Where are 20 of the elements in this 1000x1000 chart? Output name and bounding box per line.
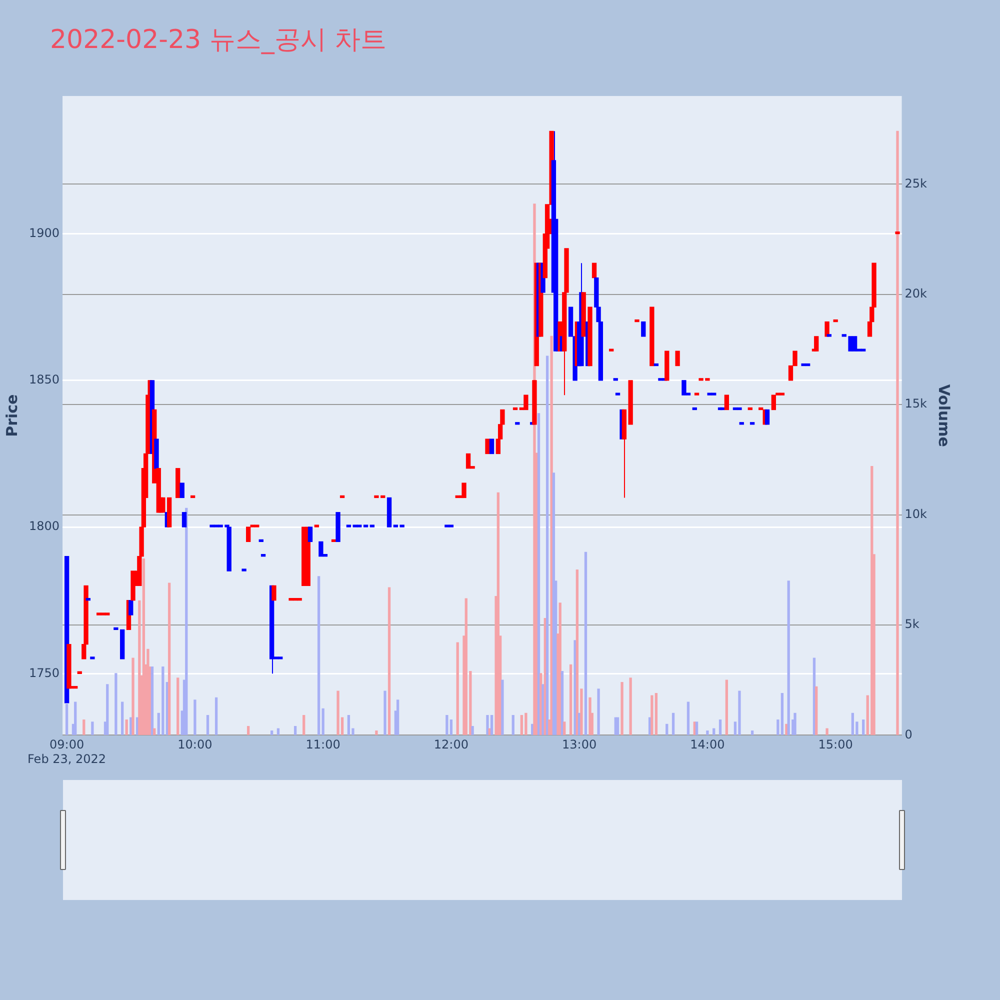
x-tick-label: 13:00: [562, 738, 597, 752]
y2-tick-label: 20k: [904, 286, 928, 300]
y-tick-label: 1850: [28, 372, 60, 387]
y2-tick-label: 25k: [904, 176, 928, 190]
y-tick-label: 1750: [28, 666, 60, 680]
y2-tick-label: 0: [904, 727, 912, 742]
y-axis-title: Price: [2, 394, 21, 437]
chart-title: 2022-02-23 뉴스_공시 차트: [50, 24, 387, 57]
y-tick-label: 1900: [28, 226, 60, 240]
x-tick-label: 15:00: [818, 738, 853, 752]
x-tick-label: 09:00 Feb 23, 2022: [28, 738, 106, 766]
x-tick-label: 11:00: [306, 738, 340, 752]
y-tick-label: 1800: [28, 519, 60, 534]
y2-axis-title: Volume: [935, 384, 954, 447]
y2-tick-label: 5k: [904, 617, 920, 632]
y2-tick-label: 10k: [904, 506, 928, 521]
x-tick-label: 10:00: [178, 738, 212, 752]
x-tick-label: 12:00: [434, 738, 468, 752]
y2-tick-label: 15k: [904, 396, 928, 411]
x-tick-label: 14:00: [690, 738, 725, 752]
